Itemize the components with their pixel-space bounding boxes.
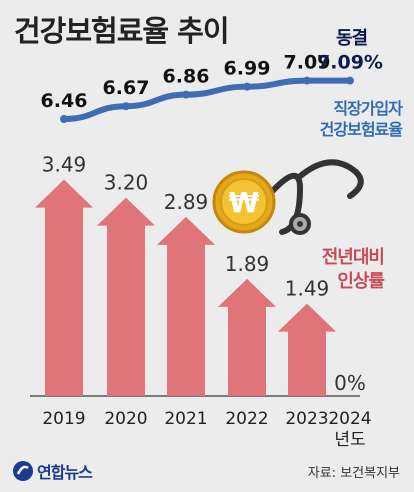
freeze-label: 동결 — [336, 28, 368, 49]
rate-point-2024 — [346, 76, 354, 85]
svg-text:₩: ₩ — [229, 186, 260, 219]
change-legend-line2: 인상률 — [337, 271, 385, 292]
rate-legend-line1: 직장가입자 — [333, 99, 403, 118]
bar-value-label-2024: 0% — [334, 371, 366, 395]
rate-value-label-2020: 6.67 — [103, 77, 150, 99]
yonhap-logo-icon — [13, 461, 33, 481]
bar-arrow-2022 — [218, 278, 276, 396]
bar-value-label-2023: 1.49 — [285, 277, 330, 301]
x-tick-label-2024: 2024 — [328, 409, 371, 429]
x-tick-label-2023: 2023 — [285, 409, 328, 429]
x-tick-label-2019: 2019 — [42, 409, 85, 429]
bar-arrow-2023 — [278, 303, 336, 396]
won-coin-icon: ₩ — [212, 170, 276, 234]
rate-point-2019 — [60, 115, 68, 123]
x-tick-label-2022: 2022 — [225, 409, 268, 429]
rate-value-label-2019: 6.46 — [41, 90, 88, 112]
change-legend-line1: 전년대비 — [321, 247, 385, 268]
stethoscope-icon — [265, 159, 364, 235]
rate-point-2023 — [303, 76, 311, 85]
rate-point-2020 — [122, 102, 130, 111]
rate-point-2022 — [243, 82, 251, 91]
x-axis-unit-label: 년도 — [334, 430, 365, 450]
bar-arrow-2021 — [157, 216, 215, 396]
rate-value-label-2023: 7.09 — [284, 52, 331, 74]
rate-legend: 직장가입자 건강보험료율 — [256, 98, 403, 140]
bar-arrow-2020 — [97, 197, 155, 396]
yonhap-logo: 연합뉴스 — [12, 459, 93, 483]
change-legend: 전년대비 인상률 — [274, 246, 385, 294]
logo-text: 연합뉴스 — [37, 463, 93, 482]
rate-value-label-2021: 6.86 — [163, 66, 210, 88]
bar-arrow-2019 — [35, 179, 93, 396]
rate-point-2021 — [182, 90, 190, 99]
bar-value-label-2021: 2.89 — [164, 190, 209, 214]
bar-value-label-2022: 1.89 — [225, 252, 270, 276]
x-tick-label-2020: 2020 — [104, 409, 147, 429]
bar-value-label-2020: 3.20 — [104, 171, 149, 195]
rate-value-label-2024: 7.09% — [317, 52, 383, 74]
rate-legend-line2: 건강보험료율 — [319, 120, 403, 139]
rate-value-label-2022: 6.99 — [224, 58, 271, 80]
bar-value-label-2019: 3.49 — [42, 153, 87, 177]
x-tick-label-2021: 2021 — [164, 409, 207, 429]
chart-title: 건강보험료율 추이 — [14, 14, 230, 48]
source-note: 자료: 보건복지부 — [307, 466, 400, 481]
